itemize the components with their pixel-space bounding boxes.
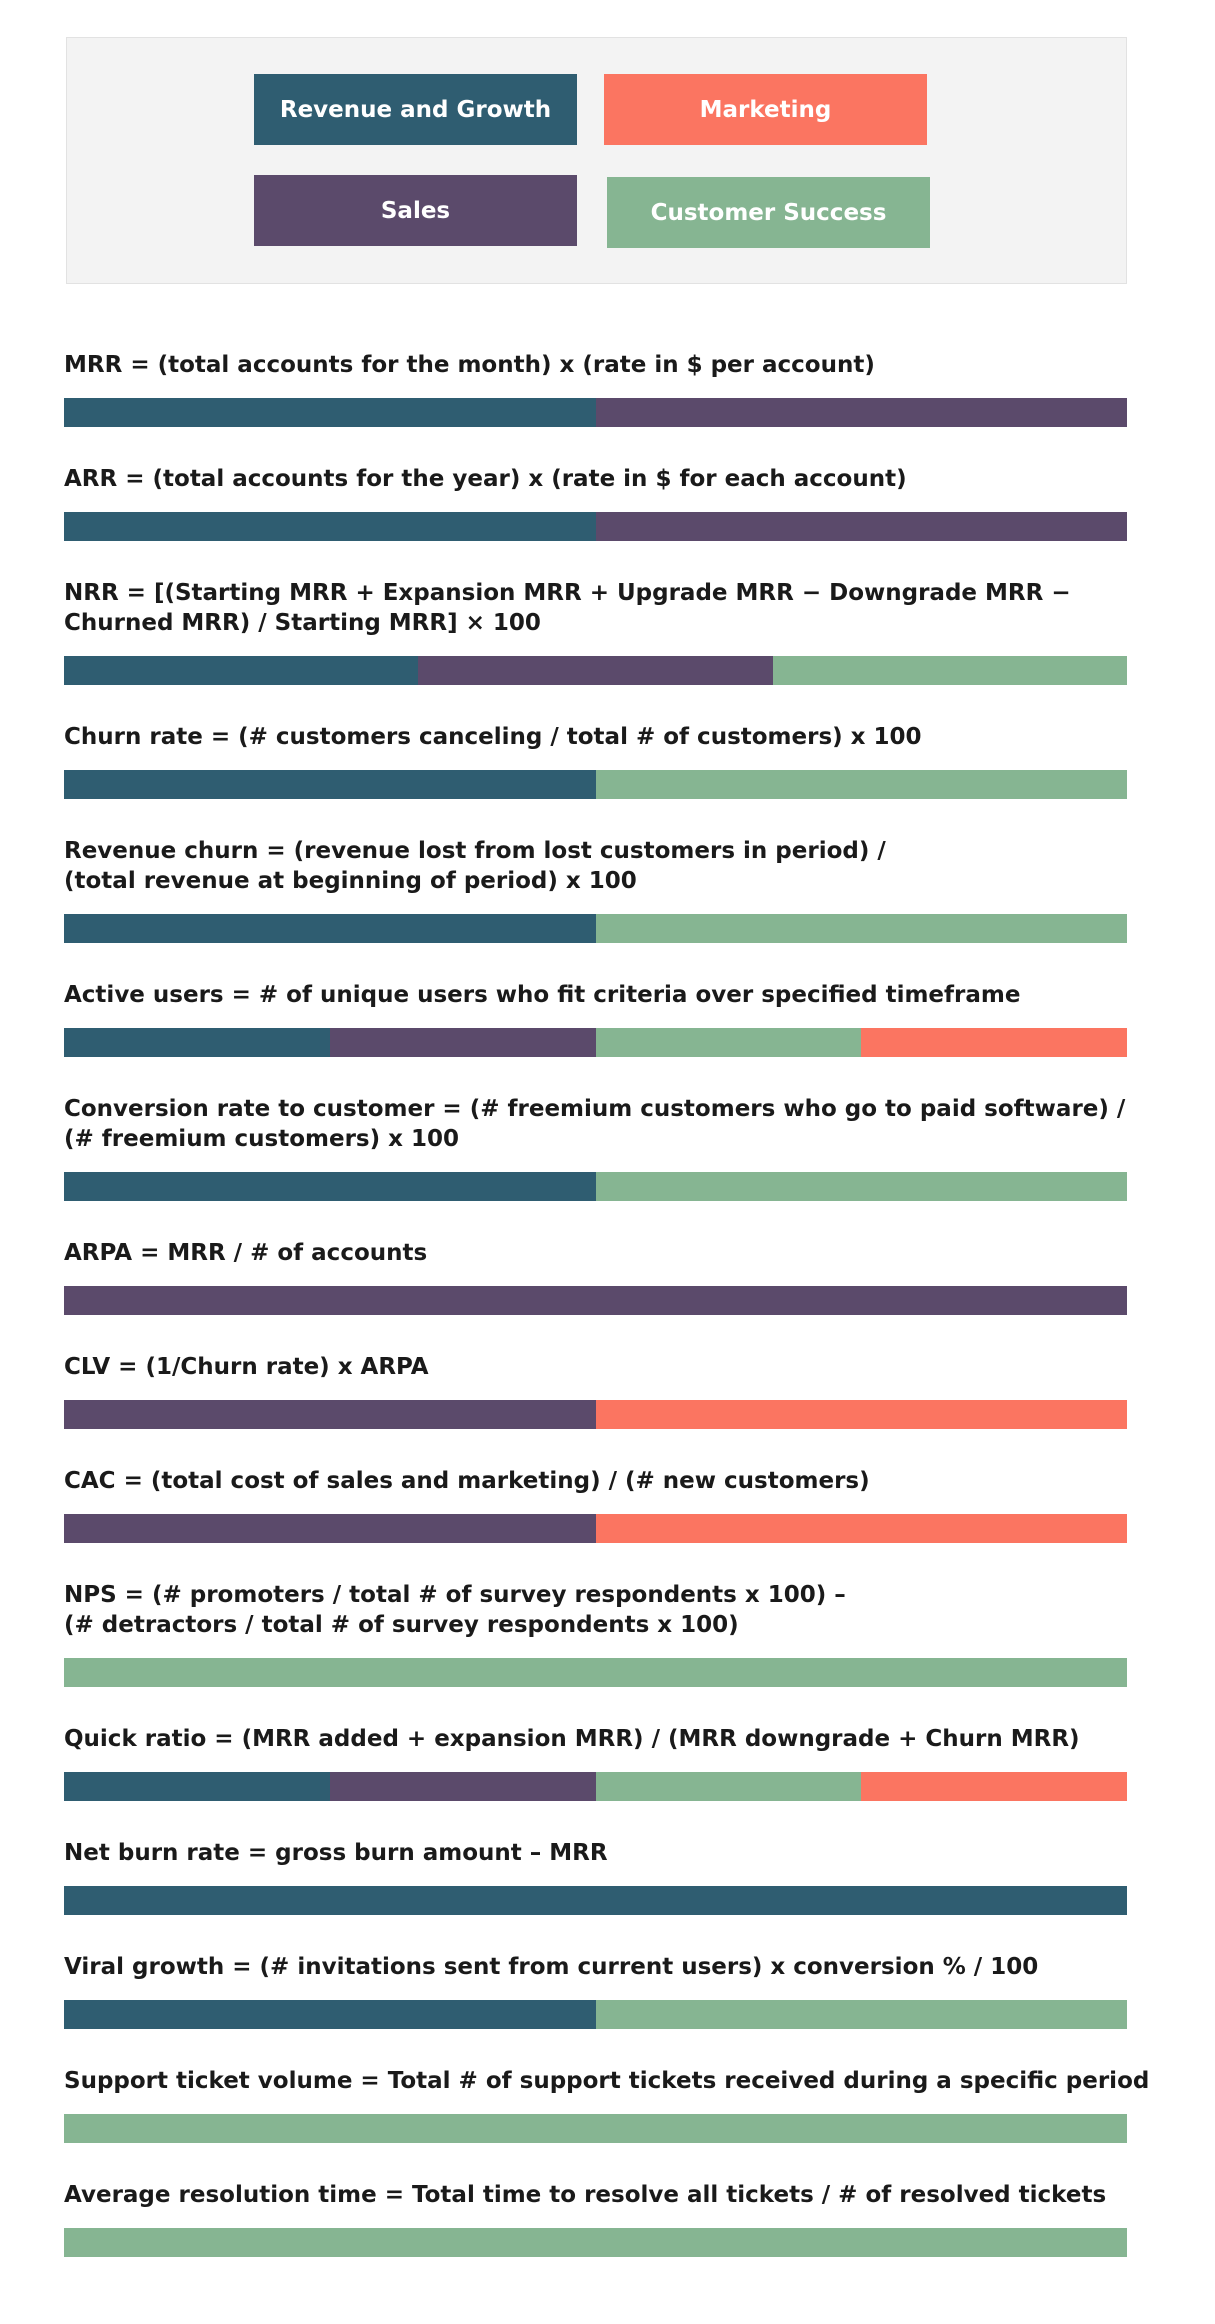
formula-text: ARPA = MRR / # of accounts — [64, 1240, 428, 1266]
formula-text: Support ticket volume = Total # of suppo… — [64, 2068, 1150, 2094]
department-bar — [64, 2114, 1127, 2143]
formula-text: MRR = (total accounts for the month) x (… — [64, 352, 875, 378]
department-bar — [64, 1772, 1127, 1801]
bar-segment — [595, 770, 1127, 799]
formula-text: NPS = (# promoters / total # of survey r… — [64, 1582, 846, 1608]
formula-text: Churn rate = (# customers canceling / to… — [64, 724, 922, 750]
formula-text: (# detractors / total # of survey respon… — [64, 1612, 739, 1638]
bar-segment — [64, 1400, 596, 1429]
formula-text: Quick ratio = (MRR added + expansion MRR… — [64, 1726, 1080, 1752]
bar-segment — [64, 1772, 330, 1801]
department-bar — [64, 1028, 1127, 1057]
formula-text: (total revenue at beginning of period) x… — [64, 868, 637, 894]
bar-segment — [418, 656, 773, 685]
bar-segment — [595, 2000, 1127, 2029]
bar-segment — [64, 914, 596, 943]
bar-segment — [64, 398, 596, 427]
formula-row: Revenue churn = (revenue lost from lost … — [64, 836, 1127, 943]
formula-row: Churn rate = (# customers canceling / to… — [64, 722, 1127, 799]
formula-row: Net burn rate = gross burn amount – MRR — [64, 1838, 1127, 1915]
formula-row: CLV = (1/Churn rate) x ARPA — [64, 1352, 1127, 1429]
bar-segment — [595, 1514, 1127, 1543]
formula-text: Churned MRR) / Starting MRR] × 100 — [64, 610, 541, 636]
department-bar — [64, 1286, 1127, 1315]
formula-text: Revenue churn = (revenue lost from lost … — [64, 838, 886, 864]
bar-segment — [595, 1772, 862, 1801]
department-bar — [64, 1886, 1127, 1915]
formula-list: MRR = (total accounts for the month) x (… — [64, 350, 1150, 2294]
bar-segment — [64, 512, 596, 541]
bar-segment — [861, 1028, 1127, 1057]
bar-segment — [64, 1028, 330, 1057]
bar-segment — [64, 2228, 1127, 2257]
department-bar — [64, 2000, 1127, 2029]
formula-text: Net burn rate = gross burn amount – MRR — [64, 1840, 608, 1866]
bar-segment — [64, 2000, 596, 2029]
formula-row: MRR = (total accounts for the month) x (… — [64, 350, 1127, 427]
department-bar — [64, 398, 1127, 427]
formula-text: Viral growth = (# invitations sent from … — [64, 1954, 1039, 1980]
formula-row: CAC = (total cost of sales and marketing… — [64, 1466, 1127, 1543]
formula-text: CLV = (1/Churn rate) x ARPA — [64, 1354, 429, 1380]
bar-segment — [64, 1514, 596, 1543]
formula-row: Support ticket volume = Total # of suppo… — [64, 2066, 1150, 2143]
department-bar — [64, 1514, 1127, 1543]
legend-key: Customer Success — [607, 177, 930, 248]
department-bar — [64, 1658, 1127, 1687]
bar-segment — [64, 770, 596, 799]
formula-text: NRR = [(Starting MRR + Expansion MRR + U… — [64, 580, 1071, 606]
bar-segment — [595, 1028, 862, 1057]
formula-row: Viral growth = (# invitations sent from … — [64, 1952, 1127, 2029]
department-bar — [64, 914, 1127, 943]
formula-text: Active users = # of unique users who fit… — [64, 982, 1021, 1008]
bar-segment — [595, 512, 1127, 541]
formula-text: Conversion rate to customer = (# freemiu… — [64, 1096, 1126, 1122]
formula-row: Quick ratio = (MRR added + expansion MRR… — [64, 1724, 1127, 1801]
formula-row: Average resolution time = Total time to … — [64, 2180, 1127, 2257]
legend-key: Marketing — [604, 74, 927, 145]
department-bar — [64, 2228, 1127, 2257]
formula-row: NPS = (# promoters / total # of survey r… — [64, 1580, 1127, 1687]
legend: Revenue and Growth Marketing Sales Customer… — [66, 37, 1127, 284]
department-bar — [64, 512, 1127, 541]
formula-row: ARR = (total accounts for the year) x (r… — [64, 464, 1127, 541]
bar-segment — [64, 1886, 1127, 1915]
bar-segment — [595, 398, 1127, 427]
formula-text: Average resolution time = Total time to … — [64, 2182, 1107, 2208]
bar-segment — [595, 1172, 1127, 1201]
bar-segment — [861, 1772, 1127, 1801]
legend-key: Revenue and Growth — [254, 74, 577, 145]
bar-segment — [595, 914, 1127, 943]
department-bar — [64, 656, 1127, 685]
formula-row: Conversion rate to customer = (# freemiu… — [64, 1094, 1127, 1201]
formula-row: ARPA = MRR / # of accounts — [64, 1238, 1127, 1315]
formula-row: NRR = [(Starting MRR + Expansion MRR + U… — [64, 578, 1127, 685]
formula-text: CAC = (total cost of sales and marketing… — [64, 1468, 870, 1494]
bar-segment — [64, 1286, 1127, 1315]
formula-row: Active users = # of unique users who fit… — [64, 980, 1127, 1057]
department-bar — [64, 770, 1127, 799]
bar-segment — [595, 1400, 1127, 1429]
bar-segment — [64, 1658, 1127, 1687]
bar-segment — [64, 1172, 596, 1201]
bar-segment — [64, 2114, 1127, 2143]
bar-segment — [329, 1028, 596, 1057]
bar-segment — [329, 1772, 596, 1801]
department-bar — [64, 1400, 1127, 1429]
legend-key: Sales — [254, 175, 577, 246]
department-bar — [64, 1172, 1127, 1201]
bar-segment — [64, 656, 419, 685]
formula-text: (# freemium customers) x 100 — [64, 1126, 459, 1152]
bar-segment — [772, 656, 1127, 685]
formula-text: ARR = (total accounts for the year) x (r… — [64, 466, 907, 492]
